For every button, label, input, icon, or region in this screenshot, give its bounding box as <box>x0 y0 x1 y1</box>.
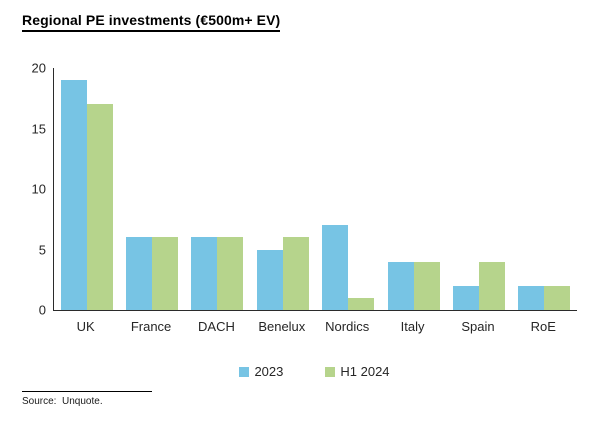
x-axis-labels: UK France DACH Benelux Nordics Italy Spain RoE <box>53 319 576 334</box>
bar-2023-nordics <box>322 225 349 310</box>
bar-group-nordics <box>316 68 381 310</box>
bar-2023-dach <box>191 237 218 310</box>
bar-group-italy <box>381 68 446 310</box>
bar-h1-2024-dach <box>217 237 244 310</box>
bar-group-roe <box>512 68 577 310</box>
source-note: Source: Unquote. <box>22 396 103 407</box>
legend-label: 2023 <box>254 364 284 379</box>
x-label-italy: Italy <box>400 319 425 334</box>
y-tick-label: 5 <box>38 242 46 257</box>
legend-swatch-icon <box>325 366 336 377</box>
bar-2023-benelux <box>256 249 283 310</box>
y-tick-label: 0 <box>38 302 46 318</box>
x-label-roe: RoE <box>530 319 556 334</box>
bar-2023-france <box>126 237 153 310</box>
plot-area <box>53 68 577 311</box>
y-tick-label: 10 <box>31 181 46 197</box>
y-axis-ticks: 0 5 10 15 20 <box>0 62 46 317</box>
chart-title: Regional PE investments (€500m+ EV) <box>22 12 281 32</box>
bar-h1-2024-nordics <box>348 297 375 310</box>
bar-h1-2024-roe <box>544 285 571 310</box>
bar-h1-2024-benelux <box>282 237 309 310</box>
y-tick-label: 15 <box>31 121 46 136</box>
x-label-dach: DACH <box>198 319 235 334</box>
bar-2023-uk <box>60 80 87 310</box>
legend-label: H1 2024 <box>340 364 390 379</box>
bar-group-benelux <box>250 68 315 310</box>
x-label-spain: Spain <box>461 319 495 334</box>
bar-2023-spain <box>452 285 479 310</box>
x-label-nordics: Nordics <box>325 319 370 334</box>
bar-group-spain <box>446 68 511 310</box>
bar-h1-2024-france <box>152 237 179 310</box>
source-divider <box>22 391 152 392</box>
legend: 2023 H1 2024 <box>53 364 576 379</box>
bar-h1-2024-spain <box>478 261 505 310</box>
bar-2023-roe <box>518 285 545 310</box>
x-label-uk: UK <box>76 319 95 334</box>
bar-h1-2024-uk <box>86 104 113 310</box>
x-label-france: France <box>130 319 172 334</box>
x-label-benelux: Benelux <box>258 319 306 334</box>
bar-group-france <box>119 68 184 310</box>
bar-group-dach <box>185 68 250 310</box>
bar-h1-2024-italy <box>413 261 440 310</box>
legend-swatch-icon <box>239 366 250 377</box>
bar-2023-italy <box>387 261 414 310</box>
bar-group-uk <box>54 68 119 310</box>
legend-item-2023: 2023 <box>239 364 283 379</box>
legend-item-h1-2024: H1 2024 <box>325 364 390 379</box>
y-tick-label: 20 <box>31 60 46 76</box>
